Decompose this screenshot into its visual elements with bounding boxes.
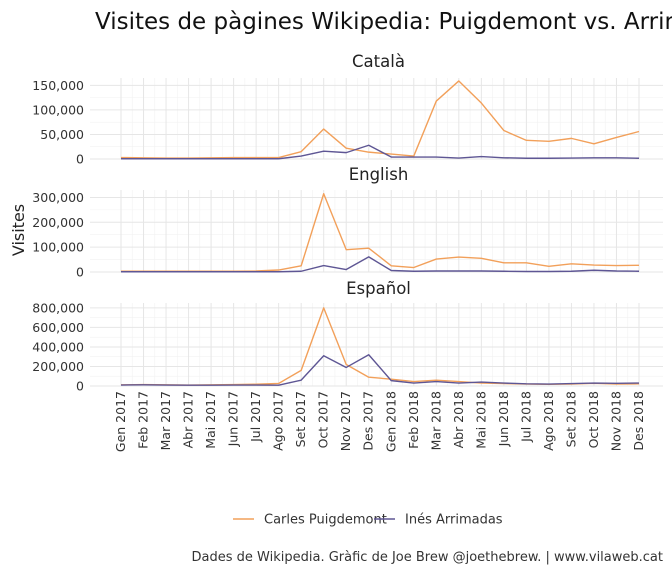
x-tick-label: Ago 2017 bbox=[271, 391, 286, 451]
x-tick-label: Oct 2017 bbox=[316, 391, 331, 448]
series-line-arrimadas bbox=[121, 256, 640, 273]
x-tick-label: Jun 2017 bbox=[226, 391, 241, 447]
facet-panel: Español 0 200,000 400,000 600,000 800,000 bbox=[32, 279, 663, 394]
x-tick-label: Set 2017 bbox=[293, 391, 308, 447]
x-tick-label: Mai 2017 bbox=[203, 391, 218, 449]
facet-panel: English 0 100,000 200,000 300,000 bbox=[32, 165, 663, 280]
x-tick-label: Nov 2018 bbox=[608, 391, 623, 451]
x-tick-label: Jul 2017 bbox=[248, 391, 263, 443]
chart-caption: Dades de Wikipedia. Gràfic de Joe Brew @… bbox=[192, 550, 663, 565]
x-axis: Gen 2017 Feb 2017 Mar 2017 Abr 2017 Mai 2017… bbox=[113, 391, 646, 452]
x-tick-label: Gen 2017 bbox=[113, 391, 128, 452]
x-tick-label: Jul 2018 bbox=[518, 391, 533, 443]
x-tick-label: Mar 2017 bbox=[158, 391, 173, 450]
x-tick-label: Des 2017 bbox=[361, 391, 376, 451]
y-tick-label: 100,000 bbox=[32, 102, 84, 117]
legend-label: Inés Arrimadas bbox=[405, 513, 503, 528]
y-tick-label: 200,000 bbox=[32, 359, 84, 374]
legend: Carles Puigdemont Inés Arrimadas bbox=[233, 513, 503, 528]
y-tick-label: 800,000 bbox=[32, 300, 84, 315]
y-tick-label: 300,000 bbox=[32, 190, 84, 205]
series-line-arrimadas bbox=[120, 354, 640, 386]
facet-label: English bbox=[349, 165, 409, 184]
x-tick-label: Abr 2017 bbox=[181, 391, 196, 448]
x-tick-label: Gen 2018 bbox=[383, 391, 398, 452]
facet-label: Español bbox=[346, 279, 411, 298]
y-tick-label: 50,000 bbox=[40, 127, 84, 142]
x-tick-label: Ago 2018 bbox=[541, 391, 556, 451]
y-tick-label: 200,000 bbox=[32, 215, 84, 230]
y-tick-label: 0 bbox=[76, 265, 84, 280]
y-tick-label: 150,000 bbox=[32, 78, 84, 93]
chart-title: Visites de pàgines Wikipedia: Puigdemont… bbox=[95, 9, 672, 35]
y-tick-label: 0 bbox=[76, 379, 84, 394]
x-tick-label: Set 2018 bbox=[563, 391, 578, 447]
y-tick-label: 400,000 bbox=[32, 339, 84, 354]
x-tick-label: Feb 2017 bbox=[136, 391, 151, 449]
y-tick-label: 600,000 bbox=[32, 320, 84, 335]
series-line-puigdemont bbox=[120, 80, 640, 159]
y-axis-label: Visites bbox=[9, 204, 28, 256]
x-tick-label: Jun 2018 bbox=[496, 391, 511, 447]
x-tick-label: Abr 2018 bbox=[451, 391, 466, 448]
facet-panel: Català 0 50,000 100,000 150,000 bbox=[32, 52, 663, 167]
x-tick-label: Des 2018 bbox=[631, 391, 646, 451]
facet-label: Català bbox=[352, 52, 405, 71]
y-tick-label: 0 bbox=[76, 152, 84, 167]
y-tick-label: 100,000 bbox=[32, 240, 84, 255]
x-tick-label: Mar 2018 bbox=[428, 391, 443, 450]
legend-label: Carles Puigdemont bbox=[264, 513, 387, 528]
series-line-arrimadas bbox=[121, 144, 640, 160]
x-tick-label: Feb 2018 bbox=[406, 391, 421, 449]
x-tick-label: Mai 2018 bbox=[473, 391, 488, 449]
x-tick-label: Nov 2017 bbox=[338, 391, 353, 451]
x-tick-label: Oct 2018 bbox=[586, 391, 601, 448]
facet-panels: Català 0 50,000 100,000 150,000 English 0 100,0… bbox=[32, 52, 663, 394]
